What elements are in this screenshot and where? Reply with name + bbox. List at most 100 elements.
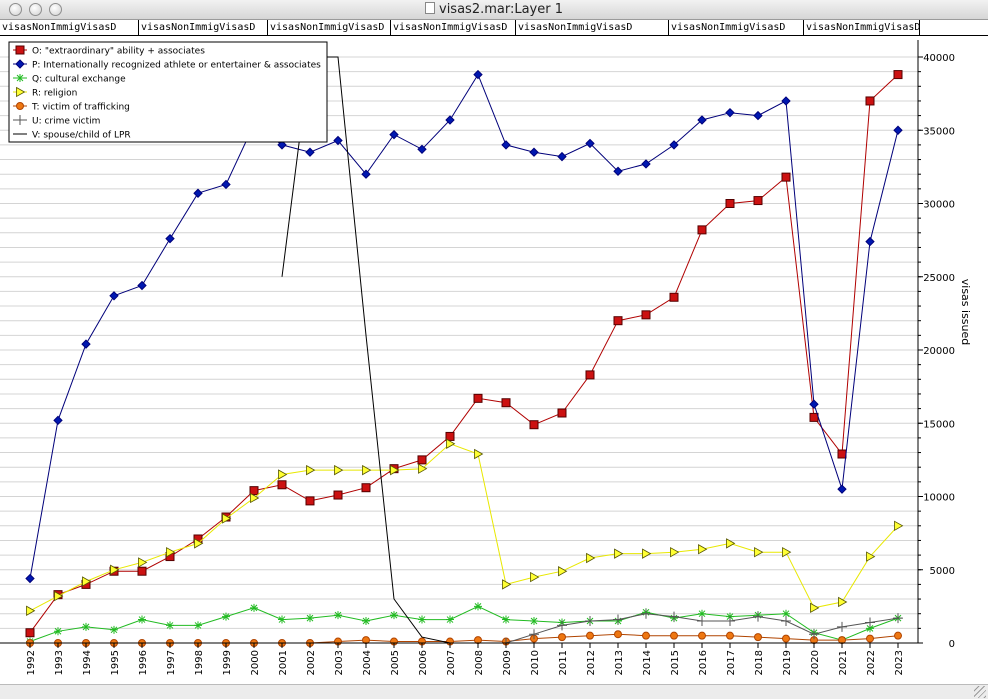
data-point (558, 566, 568, 577)
column-header[interactable]: visasNonImmigVisasD (391, 20, 516, 35)
legend-box (8, 41, 328, 143)
data-point (753, 196, 763, 206)
line-chart: 0 5000 10000 15000 20000 25000 30000 35000 40000… (0, 40, 972, 675)
data-point (669, 292, 679, 302)
column-header[interactable]: visasNonImmigVisasD (139, 20, 268, 35)
series-1 (25, 69, 903, 584)
data-point (54, 590, 64, 602)
window-bottom-bar (0, 684, 988, 699)
x-tick-label: 2007 (446, 650, 457, 675)
data-point (306, 464, 316, 476)
x-tick-label: 1994 (82, 650, 93, 675)
x-tick-label: 2012 (586, 650, 597, 675)
legend-label: T: victim of trafficking (31, 103, 130, 113)
data-point (334, 611, 342, 620)
x-tick-label: 2008 (474, 650, 485, 675)
legend-label: V: spouse/child of LPR (32, 131, 131, 141)
data-point (54, 627, 62, 636)
data-point (277, 140, 287, 150)
data-point (893, 70, 903, 80)
y-tick-label: 10000 (923, 493, 955, 504)
x-tick-label: 2011 (558, 650, 569, 675)
data-point (698, 609, 706, 618)
data-point (473, 69, 483, 80)
data-point (418, 463, 428, 474)
data-point (585, 370, 595, 380)
data-point (529, 629, 539, 640)
x-tick-label: 2023 (894, 650, 905, 675)
column-header[interactable]: visasNonImmigVisasD (0, 20, 139, 35)
data-point (809, 399, 819, 409)
minimize-window-icon[interactable] (29, 3, 42, 16)
data-point (865, 236, 875, 247)
data-point (137, 566, 147, 576)
data-point (501, 140, 511, 150)
y-tick-label: 15000 (923, 419, 955, 430)
legend: O: "extraordinary" ability + associates P… (8, 41, 328, 143)
data-point (809, 629, 819, 640)
close-window-icon[interactable] (9, 3, 22, 16)
data-point (697, 616, 707, 627)
data-point (474, 448, 484, 460)
data-point (753, 110, 763, 121)
column-header[interactable]: visasNonImmigVisasD (516, 20, 669, 35)
legend-label: O: "extraordinary" ability + associates (32, 47, 205, 57)
axes: 0 5000 10000 15000 20000 25000 30000 35000 40000… (0, 40, 972, 675)
column-header[interactable]: visasNonImmigVisasD (669, 20, 804, 35)
data-point (754, 546, 764, 558)
data-point (866, 551, 876, 562)
column-header[interactable]: visasNonImmigVisasD (806, 20, 920, 35)
data-point (725, 616, 735, 627)
data-point (361, 169, 371, 179)
legend-label: U: crime victim (32, 117, 100, 127)
x-tick-label: 1992 (26, 650, 37, 675)
x-tick-label: 2002 (306, 650, 317, 675)
legend-marker (16, 86, 26, 98)
data-point (782, 609, 790, 618)
data-point (557, 620, 567, 631)
data-point (417, 144, 427, 155)
data-point (333, 135, 343, 146)
series-line (29, 74, 899, 633)
data-point (109, 291, 119, 301)
legend-label: Q: cultural exchange (32, 75, 126, 85)
document-icon (425, 2, 435, 14)
data-point (389, 129, 399, 140)
legend-marker (15, 45, 25, 55)
legend-marker (15, 115, 25, 125)
data-point (473, 393, 483, 403)
data-point (110, 625, 118, 634)
data-point (837, 484, 847, 494)
data-point (277, 480, 287, 490)
legend-entry: Q: cultural exchange (13, 74, 126, 85)
data-point (670, 631, 678, 640)
resize-handle-icon[interactable] (974, 686, 986, 698)
data-point (726, 538, 736, 549)
column-header[interactable]: visasNonImmigVisasD (268, 20, 391, 35)
window-titlebar[interactable]: visas2.mar:Layer 1 (0, 0, 988, 20)
zoom-window-icon[interactable] (49, 3, 62, 16)
y-tick-label: 40000 (923, 53, 955, 64)
x-tick-label: 1996 (138, 650, 149, 675)
x-tick-label: 2020 (810, 650, 821, 675)
data-point (250, 603, 258, 612)
series-5 (501, 608, 903, 648)
data-point (53, 415, 63, 426)
data-point (865, 617, 875, 628)
data-point (333, 490, 343, 500)
data-point (166, 621, 174, 630)
x-tick-label: 2018 (754, 650, 765, 675)
y-tick-label: 0 (949, 639, 955, 650)
data-point (138, 615, 146, 624)
data-point (557, 151, 567, 162)
data-point (165, 233, 175, 244)
data-point (529, 420, 539, 430)
series-line (29, 73, 899, 579)
data-point (670, 546, 680, 558)
x-tick-label: 2009 (502, 650, 513, 675)
series-line (30, 633, 899, 644)
data-point (894, 520, 904, 531)
plot-area (25, 56, 904, 648)
x-tick-label: 2017 (726, 650, 737, 675)
legend-entry: R: religion (13, 86, 77, 99)
